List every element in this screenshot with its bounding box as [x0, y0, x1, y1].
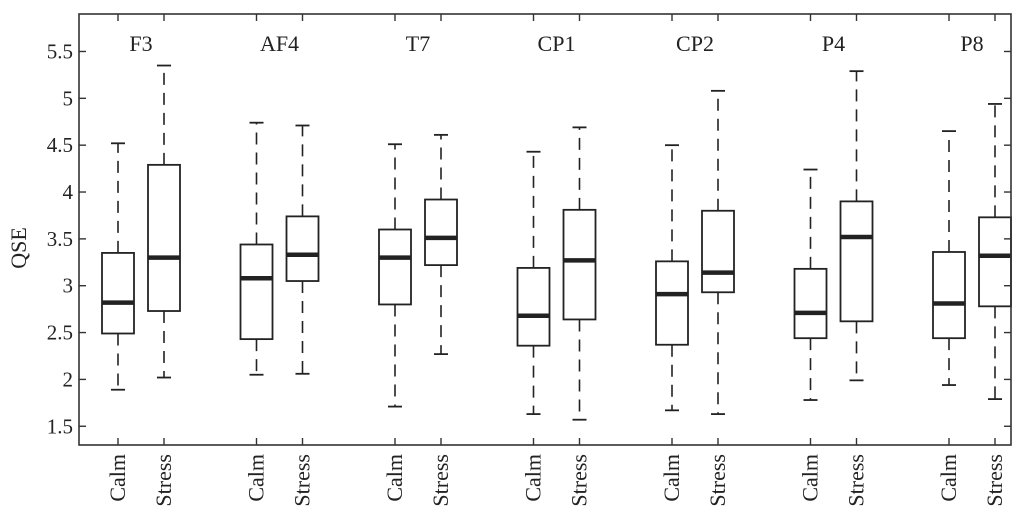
x-tick-label: Stress — [982, 454, 1007, 507]
box-p8-stress — [978, 103, 1012, 400]
x-tick-label: Stress — [705, 454, 730, 507]
box-af4-calm — [239, 121, 274, 376]
channel-label: F3 — [129, 31, 152, 56]
iqr-box — [516, 267, 551, 347]
box-p4-stress — [839, 70, 874, 382]
x-tick-label: Calm — [105, 454, 130, 502]
y-tick-label: 2 — [63, 367, 74, 391]
y-tick-label: 1.5 — [47, 414, 73, 438]
box-cp1-calm — [516, 150, 551, 415]
x-tick-label: Calm — [936, 454, 961, 502]
x-tick-label: Stress — [290, 454, 315, 507]
iqr-box — [793, 267, 828, 340]
x-tick-label: Stress — [844, 454, 869, 507]
box-t7-calm — [378, 143, 412, 408]
boxes-layer — [101, 64, 1012, 421]
iqr-box — [101, 252, 135, 335]
x-tick-label: Stress — [151, 454, 176, 507]
iqr-box — [285, 215, 320, 282]
y-tick-label: 5.5 — [47, 39, 73, 63]
box-f3-stress — [147, 64, 181, 379]
channel-label: P8 — [960, 31, 983, 56]
box-cp1-stress — [562, 126, 597, 421]
iqr-box — [978, 216, 1012, 308]
channel-label: P4 — [822, 31, 845, 56]
y-tick-label: 2.5 — [47, 321, 73, 345]
y-axis: 1.5 2 2.5 3 3.5 4 4.5 5 5.5 — [47, 39, 1011, 438]
y-tick-label: 3 — [63, 274, 74, 298]
iqr-box — [147, 163, 181, 312]
iqr-box — [378, 228, 412, 306]
y-tick-label: 3.5 — [47, 227, 73, 251]
channel-label: T7 — [406, 31, 430, 56]
x-tick-label: Calm — [521, 454, 546, 502]
x-tick-label: Calm — [659, 454, 684, 502]
y-tick-label: 4 — [63, 180, 74, 204]
y-tick-label: 5 — [63, 86, 74, 110]
y-tick-label: 4.5 — [47, 133, 73, 157]
x-tick-label: Calm — [798, 454, 823, 502]
box-cp2-stress — [701, 89, 735, 415]
channel-label: AF4 — [260, 31, 299, 56]
box-f3-calm — [101, 142, 135, 391]
channel-labels: F3 AF4 T7 CP1 CP2 P4 P8 — [129, 31, 983, 56]
y-axis-label: QSE — [6, 227, 31, 269]
x-tick-label: Calm — [382, 454, 407, 502]
iqr-box — [239, 243, 274, 341]
x-tick-labels: Calm Stress Calm Stress Calm Stress Calm Stress… — [105, 14, 1007, 507]
x-tick-label: Stress — [567, 454, 592, 507]
box-p8-calm — [932, 130, 966, 386]
x-tick-label: Calm — [244, 454, 269, 502]
box-p4-calm — [793, 168, 828, 401]
box-af4-stress — [285, 124, 320, 375]
iqr-box — [839, 200, 874, 323]
iqr-box — [932, 251, 966, 340]
iqr-box — [424, 198, 458, 267]
plot-frame — [78, 13, 1012, 446]
channel-label: CP1 — [538, 31, 576, 56]
iqr-box — [655, 260, 689, 346]
box-cp2-calm — [655, 144, 689, 412]
channel-label: CP2 — [676, 31, 714, 56]
iqr-box — [701, 209, 735, 294]
x-tick-label: Stress — [428, 454, 453, 507]
box-t7-stress — [424, 133, 458, 356]
iqr-box — [562, 208, 597, 321]
